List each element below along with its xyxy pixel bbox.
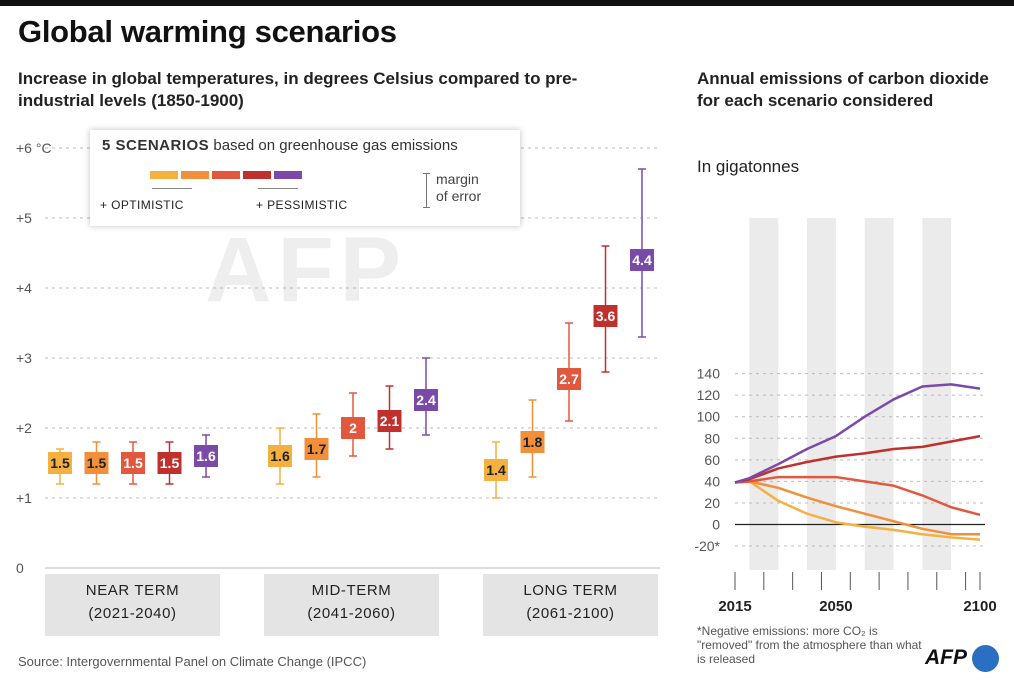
period-near-term: NEAR TERM (2021-2040) <box>45 574 220 636</box>
data-label: 2 <box>349 420 357 436</box>
data-label: 2.7 <box>559 371 579 387</box>
legend-swatch-5 <box>274 171 302 179</box>
top-bar <box>0 0 1014 6</box>
footnote: *Negative emissions: more CO₂ is "remove… <box>697 624 922 666</box>
value-box <box>484 459 508 481</box>
legend-margin-line2: of error <box>436 188 482 204</box>
value-box <box>593 305 618 327</box>
optimistic-arrow <box>152 188 192 189</box>
legend-swatch-1 <box>150 171 178 179</box>
y-tick-label: +4 <box>16 280 32 296</box>
y-tick-label: +2 <box>16 420 32 436</box>
data-label: 2.1 <box>380 413 400 429</box>
y-tick-label: 140 <box>697 366 721 382</box>
period-long-term: LONG TERM (2061-2100) <box>483 574 658 636</box>
data-label: 3.6 <box>596 308 616 324</box>
margin-of-error-icon <box>426 173 427 207</box>
y-tick-label: 60 <box>704 452 720 468</box>
value-box <box>268 445 292 467</box>
source-note: Source: Intergovernmental Panel on Clima… <box>18 654 367 669</box>
value-box <box>520 431 545 453</box>
page-title: Global warming scenarios <box>18 14 397 49</box>
y-tick-label: +3 <box>16 350 32 366</box>
value-box <box>84 452 109 474</box>
period-years: (2041-2060) <box>307 605 396 622</box>
emission-line-3 <box>734 475 981 517</box>
value-box <box>157 452 182 474</box>
afp-logo-dot <box>972 645 999 672</box>
y-tick-label: -20* <box>694 538 720 554</box>
afp-logo: AFP <box>925 646 967 669</box>
value-box <box>304 438 329 460</box>
y-tick-label: 80 <box>704 430 720 446</box>
y-tick-label: 20 <box>704 495 720 511</box>
y-tick-label: 0 <box>712 517 720 533</box>
y-tick-label: 120 <box>697 387 721 403</box>
value-box <box>194 445 218 467</box>
legend-margin-line1: margin <box>436 171 479 187</box>
emissions-unit: In gigatonnes <box>697 157 800 176</box>
decade-band <box>864 218 894 570</box>
data-label: 1.5 <box>87 455 107 471</box>
period-mid-term: MID-TERM (2041-2060) <box>264 574 439 636</box>
value-box <box>557 368 581 390</box>
x-tick-label: 2050 <box>819 598 852 615</box>
value-box <box>121 452 145 474</box>
data-label: 1.5 <box>160 455 180 471</box>
chart-subtitle: Increase in global temperatures, in degr… <box>18 69 578 110</box>
x-tick-label: 2015 <box>718 598 751 615</box>
value-box <box>341 417 365 439</box>
legend-pessimistic: + PESSIMISTIC <box>256 198 348 212</box>
legend-swatch-3 <box>212 171 240 179</box>
legend-optimistic: + OPTIMISTIC <box>100 198 184 212</box>
legend-swatch-2 <box>181 171 209 179</box>
period-years: (2021-2040) <box>88 605 177 622</box>
period-name: NEAR TERM <box>85 582 180 599</box>
decade-band <box>749 218 779 570</box>
data-label: 1.6 <box>196 448 216 464</box>
data-label: 1.5 <box>50 455 70 471</box>
y-tick-label: +6 °C <box>16 140 52 156</box>
legend-heading: 5 SCENARIOS based on greenhouse gas emis… <box>102 137 458 154</box>
emission-line-4 <box>734 434 981 484</box>
data-label: 1.7 <box>307 441 327 457</box>
decade-band <box>807 218 836 570</box>
data-label: 1.5 <box>123 455 143 471</box>
data-label: 4.4 <box>632 252 652 268</box>
emissions-title: Annual emissions of carbon dioxide for e… <box>697 69 989 110</box>
period-years: (2061-2100) <box>526 605 615 622</box>
value-box <box>414 389 438 411</box>
period-name: MID-TERM <box>311 582 392 599</box>
value-box <box>48 452 72 474</box>
value-box <box>630 249 654 271</box>
emission-line-1 <box>734 480 981 541</box>
legend-heading-rest: based on greenhouse gas emissions <box>213 137 458 154</box>
emission-line-5 <box>734 383 981 484</box>
margin-of-error-icon-bottom <box>423 207 430 208</box>
data-label: 1.4 <box>486 462 506 478</box>
data-label: 1.8 <box>523 434 543 450</box>
value-box <box>377 410 402 432</box>
data-label: 2.4 <box>416 392 436 408</box>
legend-swatch-4 <box>243 171 271 179</box>
legend-heading-bold: 5 SCENARIOS <box>102 137 210 154</box>
legend: 5 SCENARIOS based on greenhouse gas emis… <box>90 130 520 226</box>
emission-line-2 <box>734 480 980 536</box>
pessimistic-arrow <box>258 188 298 189</box>
y-tick-label: 0 <box>16 560 24 576</box>
data-label: 1.6 <box>270 448 290 464</box>
period-name: LONG TERM <box>523 582 618 599</box>
decade-band <box>922 218 952 570</box>
y-tick-label: 40 <box>704 473 720 489</box>
afp-watermark: AFP <box>205 219 407 321</box>
y-tick-label: +1 <box>16 490 32 506</box>
y-tick-label: 100 <box>697 409 721 425</box>
legend-margin-of-error: margin of error <box>436 171 481 205</box>
x-tick-label: 2100 <box>963 598 996 615</box>
margin-of-error-icon-top <box>423 173 430 174</box>
y-tick-label: +5 <box>16 210 32 226</box>
